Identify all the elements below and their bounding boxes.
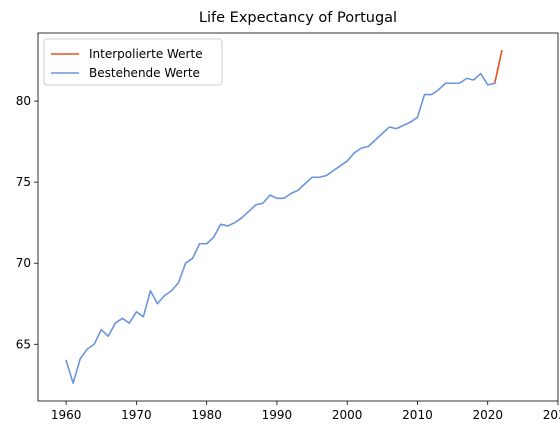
plot-frame bbox=[37, 32, 559, 402]
x-tick-label: 2030 bbox=[543, 408, 560, 422]
x-tick-label: 1990 bbox=[262, 408, 293, 422]
chart-title: Life Expectancy of Portugal bbox=[199, 10, 397, 26]
legend-label-0: Interpolierte Werte bbox=[89, 47, 203, 61]
y-tick-label: 65 bbox=[16, 337, 31, 351]
y-tick-label: 80 bbox=[16, 94, 31, 108]
y-tick-label: 70 bbox=[16, 256, 31, 270]
legend-box bbox=[43, 38, 223, 86]
y-tick-label: 75 bbox=[16, 175, 31, 189]
legend-label-1: Bestehende Werte bbox=[89, 66, 200, 80]
legend: Interpolierte Werte Bestehende Werte bbox=[43, 38, 223, 86]
series-line-0 bbox=[493, 49, 503, 85]
x-tick-label: 2020 bbox=[472, 408, 503, 422]
x-tick-label: 2010 bbox=[402, 408, 433, 422]
x-tick-label: 1960 bbox=[51, 408, 82, 422]
x-tick-label: 2000 bbox=[332, 408, 363, 422]
series-line-1 bbox=[65, 72, 496, 384]
x-tick-label: 1970 bbox=[121, 408, 152, 422]
x-tick-label: 1980 bbox=[191, 408, 222, 422]
